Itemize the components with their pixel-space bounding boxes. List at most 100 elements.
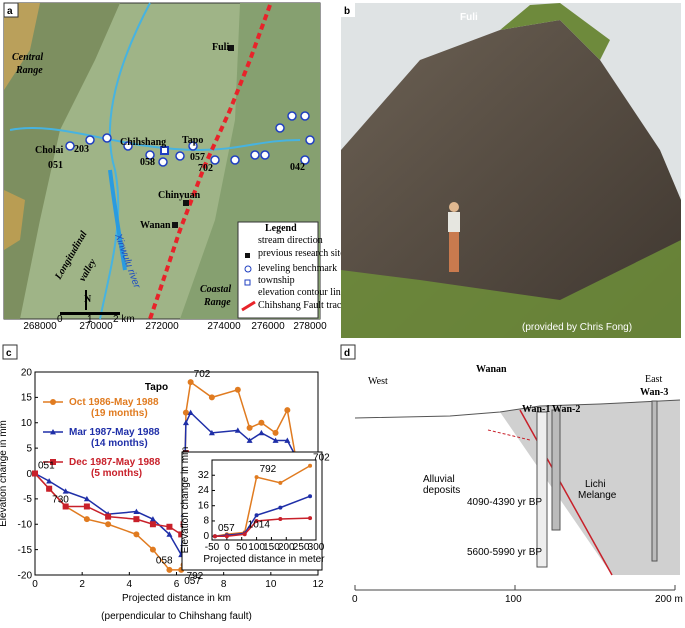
map-x-tick: 274000 — [207, 321, 241, 332]
legend-marker — [50, 459, 56, 465]
point-label: 057 — [184, 576, 201, 587]
section-title: Wanan — [476, 364, 507, 375]
x-tick-label: 8 — [221, 579, 227, 590]
x-tick-label: 0 — [32, 579, 38, 590]
map-x-tick: 268000 — [23, 321, 57, 332]
legend-label: Mar 1987-May 1988 — [69, 427, 160, 438]
map-label: Chihshang — [120, 137, 166, 148]
marker — [182, 409, 189, 416]
x-tick-label: 12 — [312, 579, 324, 590]
marker — [166, 531, 173, 537]
x-axis-label: Projected distance in km — [122, 593, 231, 604]
legend-item: stream direction — [258, 235, 323, 246]
point-label: 051 — [38, 461, 55, 472]
mountains — [4, 3, 120, 319]
borehole — [551, 409, 561, 531]
site — [172, 222, 178, 228]
borehole — [651, 400, 658, 562]
scale-bar — [60, 312, 120, 315]
marker — [46, 478, 53, 484]
legend-item: leveling benchmark — [258, 263, 337, 274]
point-label: 1014 — [248, 519, 271, 530]
x-tick-label: 300 — [308, 542, 325, 553]
marker — [182, 419, 189, 426]
x-axis-label: Projected distance in meter — [203, 554, 325, 565]
marker — [258, 419, 265, 426]
legend-marker — [50, 429, 56, 435]
marker — [212, 534, 217, 539]
marker — [272, 429, 279, 436]
marker — [149, 521, 156, 528]
panel-label: c — [6, 348, 12, 359]
map-label: Tapo — [182, 135, 203, 146]
unit-label: Lichi — [585, 479, 606, 490]
marker — [234, 386, 241, 393]
rock-outcrop — [341, 20, 681, 338]
point-label: 730 — [52, 495, 69, 506]
marker — [254, 475, 259, 480]
marker — [308, 494, 313, 499]
point-label: 702 — [194, 369, 211, 380]
scale-bar — [354, 585, 676, 591]
fault-trace — [148, 4, 272, 320]
fault — [487, 429, 531, 441]
scale-label: 100 — [505, 594, 522, 605]
legend-marker — [50, 399, 56, 405]
marker — [187, 409, 194, 415]
marker — [178, 531, 185, 538]
x-tick-label: 50 — [236, 542, 248, 553]
fault — [519, 409, 613, 576]
y-tick-label: 5 — [26, 443, 32, 454]
y-tick-label: 0 — [203, 531, 209, 542]
direction: East — [645, 374, 662, 385]
map-label: Wanan — [140, 220, 171, 231]
marker — [258, 429, 265, 436]
marker — [242, 532, 247, 537]
benchmarks — [65, 111, 315, 167]
y-tick-label: 24 — [198, 485, 210, 496]
x-tick-label: 4 — [127, 579, 133, 590]
panel-label: b — [344, 6, 350, 17]
legend-note: (14 months) — [91, 438, 148, 449]
marker — [187, 379, 194, 386]
legend-symbol — [245, 253, 250, 258]
marker — [32, 470, 38, 477]
map-x-tick: 276000 — [251, 321, 285, 332]
legend-label: Dec 1987-May 1988 — [69, 457, 161, 468]
marker — [246, 424, 253, 431]
y-tick-label: 0 — [26, 469, 32, 480]
legend-item: Chihshang Fault trace — [258, 300, 346, 311]
map-label: Range — [15, 65, 43, 76]
marker — [149, 546, 156, 553]
photo-panel: b Fuli (provided by Chris Fong) — [341, 3, 681, 338]
vegetation — [341, 240, 681, 338]
x-tick-label: 100 — [248, 542, 265, 553]
mountains — [4, 190, 25, 250]
unit-label: Melange — [578, 490, 617, 501]
x-tick-label: 10 — [265, 579, 277, 590]
marker — [149, 516, 156, 522]
point-label: 058 — [156, 556, 173, 567]
river — [108, 169, 127, 271]
marker — [83, 516, 90, 523]
map-label: Cholai — [35, 145, 64, 156]
marker — [278, 480, 283, 485]
map-label: Range — [203, 297, 231, 308]
scale-label: 2 km — [113, 314, 135, 325]
age-label: 4090-4390 yr BP — [467, 497, 542, 508]
x-tick-label: -50 — [205, 542, 220, 553]
y-axis-label: Elevation change in mm — [0, 420, 9, 527]
benchmark-label: 203 — [74, 144, 89, 155]
x-tick-label: 250 — [293, 542, 310, 553]
marker — [208, 394, 215, 401]
marker — [208, 429, 215, 436]
legend-symbol — [241, 300, 256, 312]
marker — [284, 437, 291, 443]
unit-label: deposits — [423, 485, 460, 496]
marker — [308, 463, 313, 468]
river — [99, 2, 151, 320]
legend-item: elevation contour line — [258, 287, 346, 298]
unit-label: Alluvial — [423, 474, 455, 485]
